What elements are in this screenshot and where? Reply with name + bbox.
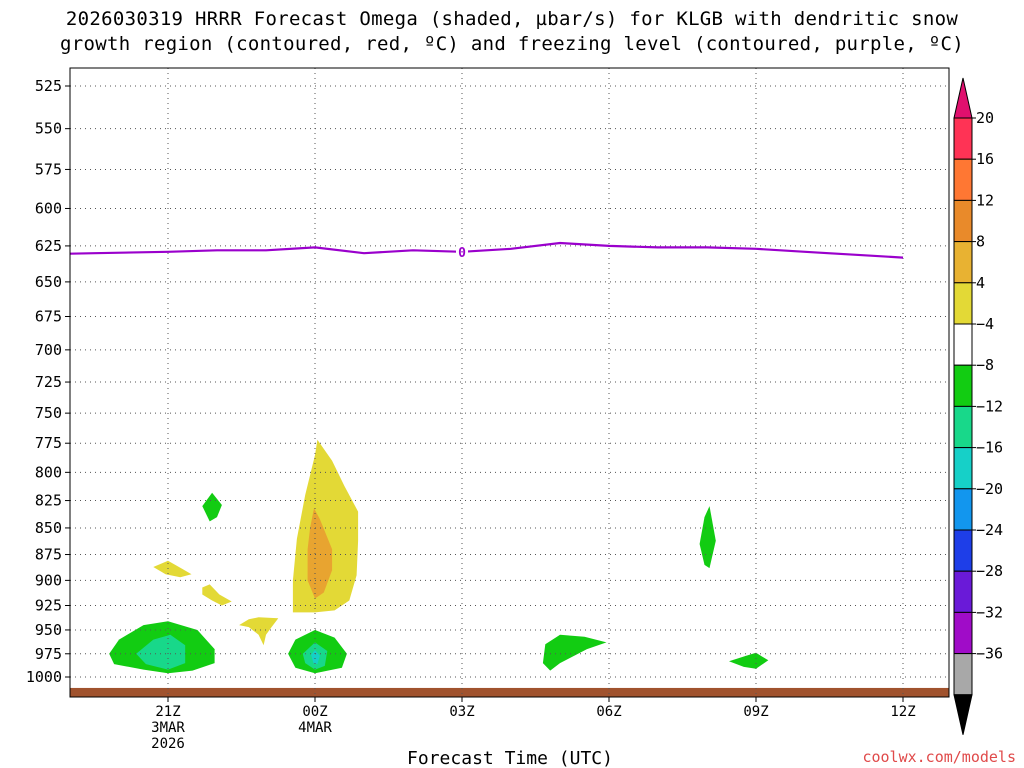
ytick-label-575: 575 bbox=[35, 160, 62, 178]
colorbar-swatch-7 bbox=[953, 405, 973, 449]
ytick-label-850: 850 bbox=[35, 519, 62, 537]
colorbar-top-arrow bbox=[953, 77, 973, 119]
ytick-label-1000: 1000 bbox=[26, 668, 62, 686]
ytick-label-875: 875 bbox=[35, 546, 62, 564]
ytick-label-700: 700 bbox=[35, 341, 62, 359]
omega-region-3 bbox=[202, 584, 232, 606]
ytick-label-725: 725 bbox=[35, 373, 62, 391]
freezing-level-label-bg bbox=[456, 243, 468, 260]
xtick-label-5-0: 12Z bbox=[890, 704, 915, 720]
plot-frame bbox=[69, 67, 950, 698]
xtick-label-1-1: 4MAR bbox=[298, 720, 332, 736]
xtick-label-0-0: 21Z bbox=[155, 704, 180, 720]
colorbar-swatch-3 bbox=[953, 241, 973, 284]
colorbar-label-5: −4 bbox=[976, 315, 994, 333]
colorbar-label-11: −28 bbox=[976, 562, 1003, 580]
ytick-label-650: 650 bbox=[35, 273, 62, 291]
xtick-label-3-0: 06Z bbox=[596, 704, 621, 720]
colorbar-label-10: −24 bbox=[976, 521, 1003, 539]
omega-region-6 bbox=[136, 634, 186, 670]
colorbar-swatch-10 bbox=[953, 529, 973, 572]
omega-region-11 bbox=[542, 634, 607, 671]
xtick-label-4-0: 09Z bbox=[743, 704, 768, 720]
colorbar-swatch-11 bbox=[953, 570, 973, 613]
ytick-label-675: 675 bbox=[35, 308, 62, 326]
xtick-label-1-0: 00Z bbox=[302, 704, 327, 720]
chart-title-line-2: growth region (contoured, red, ºC) and f… bbox=[60, 33, 964, 55]
colorbar-label-0: 20 bbox=[976, 109, 994, 127]
ytick-label-800: 800 bbox=[35, 463, 62, 481]
xtick-label-0-1: 3MAR bbox=[151, 720, 185, 736]
ytick-label-950: 950 bbox=[35, 621, 62, 639]
ytick-label-550: 550 bbox=[35, 120, 62, 138]
omega-region-12 bbox=[699, 506, 716, 569]
ytick-label-750: 750 bbox=[35, 404, 62, 422]
colorbar-swatch-2 bbox=[953, 199, 973, 243]
omega-region-2 bbox=[153, 560, 192, 578]
colorbar-label-12: −32 bbox=[976, 603, 1003, 621]
ground-surface bbox=[70, 687, 949, 697]
omega-region-1 bbox=[307, 508, 333, 599]
omega-region-7 bbox=[202, 492, 222, 522]
colorbar-label-8: −16 bbox=[976, 439, 1003, 457]
ytick-label-975: 975 bbox=[35, 645, 62, 663]
colorbar-legend: 20 16 12 8 4 −4 −8 −12 −16 −20 −24 −28 −32 −36 bbox=[953, 77, 1003, 735]
ytick-label-900: 900 bbox=[35, 571, 62, 589]
omega-region-4 bbox=[239, 617, 279, 646]
omega-region-10 bbox=[311, 650, 320, 665]
colorbar-swatch-4 bbox=[953, 282, 973, 325]
colorbar-swatch-12 bbox=[953, 611, 973, 655]
ytick-label-925: 925 bbox=[35, 596, 62, 614]
colorbar-label-2: 12 bbox=[976, 191, 994, 209]
colorbar-label-6: −8 bbox=[976, 356, 994, 374]
freezing-level-label: 0 bbox=[458, 246, 466, 261]
colorbar-bottom-arrow bbox=[953, 694, 973, 735]
colorbar-swatch-5 bbox=[953, 323, 973, 366]
ytick-label-600: 600 bbox=[35, 199, 62, 217]
colorbar-swatch-13 bbox=[953, 653, 973, 696]
xtick-label-2-0: 03Z bbox=[449, 704, 474, 720]
freezing-level-line bbox=[70, 241, 904, 259]
source-credit: coolwx.com/models bbox=[862, 748, 1016, 766]
colorbar-label-1: 16 bbox=[976, 150, 994, 168]
colorbar-swatch-6 bbox=[953, 364, 973, 407]
gridlines bbox=[70, 68, 949, 697]
colorbar-swatch-0 bbox=[953, 117, 973, 160]
colorbar-swatch-8 bbox=[953, 447, 973, 490]
y-axis-pressure: 525 550 575 600 625 650 675 700 725 750 775 800 825 8… bbox=[26, 77, 70, 686]
colorbar-swatch-9 bbox=[953, 488, 973, 531]
contour-lines: 0 bbox=[70, 241, 904, 261]
ytick-label-525: 525 bbox=[35, 77, 62, 95]
colorbar-label-13: −36 bbox=[976, 645, 1003, 663]
colorbar-label-3: 8 bbox=[976, 233, 985, 251]
colorbar-label-9: −20 bbox=[976, 480, 1003, 498]
chart-title-line-1: 2026030319 HRRR Forecast Omega (shaded, … bbox=[65, 8, 959, 30]
colorbar-label-4: 4 bbox=[976, 274, 985, 292]
colorbar-label-7: −12 bbox=[976, 397, 1003, 415]
colorbar-swatch-1 bbox=[953, 158, 973, 201]
x-axis-label: Forecast Time (UTC) bbox=[407, 748, 613, 768]
ytick-label-625: 625 bbox=[35, 237, 62, 255]
ytick-label-775: 775 bbox=[35, 434, 62, 452]
omega-shading-layer bbox=[70, 439, 949, 697]
xtick-label-0-2: 2026 bbox=[151, 736, 185, 752]
ytick-label-825: 825 bbox=[35, 492, 62, 510]
omega-region-13 bbox=[729, 652, 769, 669]
